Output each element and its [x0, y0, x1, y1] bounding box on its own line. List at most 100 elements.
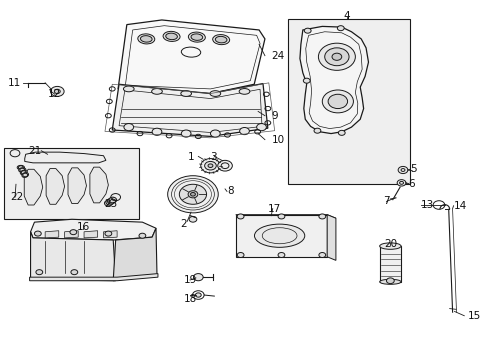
Ellipse shape: [22, 172, 28, 177]
Circle shape: [396, 180, 405, 186]
Circle shape: [190, 193, 195, 196]
Polygon shape: [299, 26, 368, 134]
Ellipse shape: [17, 165, 24, 170]
Circle shape: [54, 89, 60, 94]
Bar: [287, 19, 409, 184]
Polygon shape: [30, 274, 158, 281]
Ellipse shape: [209, 91, 220, 96]
Circle shape: [386, 278, 393, 284]
Circle shape: [109, 197, 116, 203]
Bar: [379, 246, 400, 282]
Polygon shape: [90, 167, 108, 203]
Polygon shape: [68, 168, 86, 203]
Circle shape: [303, 78, 309, 83]
Circle shape: [318, 252, 325, 257]
Circle shape: [237, 252, 244, 257]
Text: 11: 11: [8, 78, 21, 88]
Circle shape: [167, 176, 218, 213]
Circle shape: [70, 230, 77, 235]
Circle shape: [139, 233, 145, 238]
Polygon shape: [113, 228, 157, 281]
Text: 7: 7: [382, 197, 389, 206]
Text: 14: 14: [453, 201, 466, 211]
Circle shape: [327, 94, 347, 109]
Circle shape: [337, 26, 344, 31]
Circle shape: [179, 184, 206, 204]
Ellipse shape: [181, 91, 191, 96]
Polygon shape: [112, 84, 267, 136]
Ellipse shape: [140, 36, 152, 42]
Circle shape: [210, 130, 220, 137]
Circle shape: [318, 43, 355, 70]
Ellipse shape: [239, 89, 249, 94]
Polygon shape: [30, 232, 116, 281]
Ellipse shape: [188, 32, 205, 42]
Polygon shape: [25, 152, 106, 163]
Text: 22: 22: [10, 192, 23, 202]
Ellipse shape: [19, 168, 26, 172]
Circle shape: [105, 231, 112, 236]
Circle shape: [201, 158, 220, 173]
Circle shape: [50, 86, 64, 96]
Ellipse shape: [212, 35, 229, 45]
Circle shape: [217, 160, 232, 171]
Text: 23: 23: [104, 199, 118, 209]
Polygon shape: [46, 168, 64, 204]
Circle shape: [318, 214, 325, 219]
Text: 19: 19: [183, 275, 197, 285]
Text: 18: 18: [183, 294, 197, 303]
Ellipse shape: [191, 34, 202, 40]
Polygon shape: [118, 20, 264, 94]
Text: 6: 6: [407, 179, 414, 189]
Text: 17: 17: [267, 203, 281, 213]
Circle shape: [106, 199, 114, 205]
Circle shape: [278, 214, 285, 219]
Polygon shape: [235, 215, 326, 257]
Circle shape: [237, 214, 244, 219]
Text: 4: 4: [343, 11, 349, 21]
Ellipse shape: [163, 31, 180, 41]
Text: 15: 15: [467, 311, 480, 321]
Ellipse shape: [20, 170, 27, 175]
Text: 24: 24: [271, 51, 285, 61]
Ellipse shape: [123, 86, 134, 92]
Circle shape: [322, 90, 353, 113]
Ellipse shape: [151, 89, 162, 94]
Circle shape: [313, 128, 320, 133]
Text: 21: 21: [28, 146, 41, 156]
Circle shape: [123, 123, 133, 131]
Circle shape: [193, 274, 203, 281]
Circle shape: [324, 48, 348, 66]
Polygon shape: [64, 231, 78, 238]
Ellipse shape: [379, 243, 400, 249]
Bar: [4, 148, 139, 219]
Circle shape: [188, 191, 198, 198]
Circle shape: [331, 53, 341, 60]
Polygon shape: [30, 219, 156, 240]
Circle shape: [107, 198, 115, 204]
Text: 16: 16: [76, 222, 89, 232]
Circle shape: [397, 166, 407, 174]
Circle shape: [278, 252, 285, 257]
Polygon shape: [235, 215, 335, 218]
Text: 20: 20: [383, 239, 396, 249]
Ellipse shape: [165, 33, 177, 40]
Text: 5: 5: [409, 164, 416, 174]
Text: 9: 9: [271, 111, 278, 121]
Text: 1: 1: [188, 152, 195, 162]
Ellipse shape: [254, 224, 304, 247]
Text: 10: 10: [271, 135, 285, 145]
Polygon shape: [326, 215, 335, 260]
Text: 2: 2: [180, 219, 187, 229]
Circle shape: [189, 216, 197, 222]
Polygon shape: [103, 231, 117, 238]
Polygon shape: [45, 231, 59, 238]
Circle shape: [338, 130, 345, 135]
Polygon shape: [24, 169, 42, 205]
Circle shape: [195, 293, 201, 297]
Circle shape: [207, 164, 212, 167]
Circle shape: [204, 161, 216, 170]
Text: 13: 13: [420, 200, 433, 210]
Text: 12: 12: [47, 89, 61, 99]
Circle shape: [256, 123, 266, 131]
